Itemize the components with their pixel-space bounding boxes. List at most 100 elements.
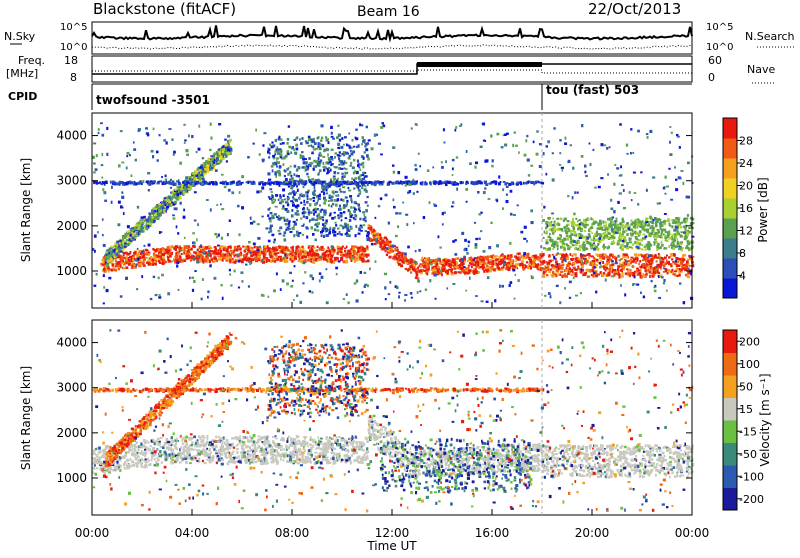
range-gate-cell	[367, 184, 369, 186]
range-gate-cell	[497, 264, 499, 266]
range-gate-cell	[230, 245, 232, 248]
range-gate-cell	[476, 259, 478, 261]
range-gate-cell	[401, 255, 403, 258]
range-gate-cell	[321, 137, 323, 140]
range-gate-cell	[333, 176, 336, 178]
range-gate-cell	[253, 181, 255, 183]
range-gate-cell	[343, 206, 345, 209]
range-gate-cell	[231, 260, 234, 262]
range-gate-cell	[245, 246, 247, 249]
range-gate-cell	[314, 203, 317, 206]
range-gate-cell	[366, 254, 369, 257]
range-gate-cell	[219, 247, 222, 249]
range-gate-cell	[349, 252, 351, 254]
range-gate-cell	[540, 253, 542, 255]
range-gate-cell	[330, 156, 333, 158]
range-gate-cell	[334, 258, 337, 261]
range-gate-cell	[249, 246, 252, 249]
range-gate-cell	[322, 223, 324, 226]
range-gate-cell	[95, 182, 97, 184]
range-gate-cell	[304, 250, 306, 253]
range-gate-cell	[339, 188, 341, 190]
range-gate-cell	[203, 174, 205, 176]
range-gate-cell	[313, 148, 316, 150]
range-gate-cell	[220, 252, 222, 255]
range-gate-cell	[270, 252, 272, 255]
range-gate-cell	[295, 144, 298, 147]
range-gate-cell	[390, 250, 393, 253]
range-gate-cell	[274, 213, 277, 216]
range-gate-cell	[358, 233, 361, 235]
range-gate-cell	[546, 231, 548, 234]
range-gate-cell	[675, 257, 678, 260]
range-gate-cell	[132, 265, 134, 268]
range-gate-cell	[296, 210, 299, 212]
range-gate-cell	[549, 233, 551, 235]
range-gate-cell	[276, 249, 278, 251]
range-gate-cell	[508, 258, 511, 261]
range-gate-cell	[346, 227, 349, 229]
range-gate-cell	[204, 168, 206, 171]
range-gate-cell	[267, 150, 269, 153]
range-gate-cell	[121, 244, 123, 246]
range-gate-cell	[118, 268, 120, 271]
range-gate-cell	[579, 248, 581, 251]
range-gate-cell	[333, 234, 336, 236]
range-gate-cell	[638, 254, 641, 257]
range-gate-cell	[277, 151, 280, 154]
range-gate-cell	[135, 237, 137, 239]
range-gate-cell	[267, 259, 269, 262]
range-gate-cell	[337, 147, 340, 149]
range-gate-cell	[152, 248, 154, 250]
range-gate-cell	[295, 246, 298, 249]
cpid-program-name: tou (fast) 503	[546, 83, 639, 97]
range-gate-cell	[566, 235, 569, 237]
range-gate-cell	[288, 220, 290, 222]
range-gate-cell	[277, 161, 280, 164]
range-gate-cell	[274, 150, 276, 153]
range-gate-cell	[366, 142, 369, 145]
range-gate-cell	[672, 269, 674, 272]
range-gate-cell	[442, 264, 444, 266]
range-gate-cell	[142, 263, 144, 265]
range-gate-cell	[550, 239, 553, 242]
range-gate-cell	[337, 233, 339, 235]
range-gate-cell	[279, 194, 281, 197]
range-gate-cell	[333, 171, 336, 174]
range-gate-cell	[382, 248, 385, 250]
range-gate-cell	[672, 234, 674, 236]
range-gate-cell	[468, 265, 470, 267]
range-gate-cell	[594, 233, 596, 235]
range-gate-cell	[294, 173, 296, 176]
range-gate-cell	[591, 255, 594, 257]
range-gate-cell	[602, 261, 604, 264]
range-gate-cell	[323, 202, 325, 204]
range-gate-cell	[529, 181, 531, 183]
range-gate-cell	[588, 256, 590, 259]
range-gate-cell	[577, 248, 579, 251]
range-gate-cell	[313, 160, 315, 162]
range-gate-cell	[613, 256, 616, 259]
range-gate-cell	[351, 200, 353, 203]
range-gate-cell	[357, 160, 359, 163]
range-gate-cell	[621, 238, 623, 240]
range-gate-cell	[126, 182, 129, 184]
range-gate-cell	[329, 161, 331, 163]
range-gate-cell	[220, 250, 222, 252]
range-gate-cell	[293, 148, 295, 151]
range-gate-cell	[135, 251, 137, 254]
range-gate-cell	[680, 264, 682, 266]
range-gate-cell	[390, 245, 392, 247]
range-gate-cell	[402, 261, 404, 264]
range-gate-cell	[294, 165, 297, 168]
range-gate-cell	[434, 181, 436, 183]
range-gate-cell	[288, 222, 290, 224]
range-gate-cell	[215, 248, 217, 251]
range-gate-cell	[155, 249, 158, 252]
range-gate-cell	[337, 182, 340, 185]
range-gate-cell	[638, 224, 641, 226]
range-gate-cell	[353, 217, 355, 219]
freq-right-tick-bottom: 0	[708, 71, 715, 84]
range-gate-cell	[671, 219, 673, 221]
